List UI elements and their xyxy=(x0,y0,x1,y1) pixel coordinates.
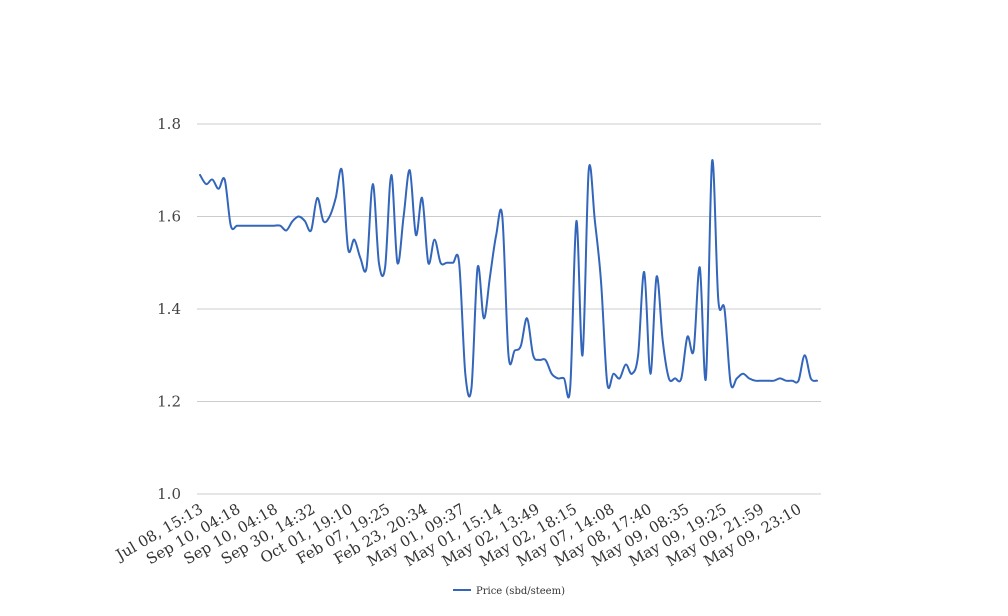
legend-label: Price (sbd/steem) xyxy=(476,586,565,597)
y-tick-label: 1.8 xyxy=(157,115,181,133)
legend: Price (sbd/steem) xyxy=(453,586,565,597)
y-tick-label: 1.0 xyxy=(157,485,181,503)
gridlines xyxy=(197,123,821,495)
series-line-price xyxy=(199,159,818,399)
y-axis-ticks: 1.0 1.2 1.4 1.6 1.8 xyxy=(157,115,181,503)
y-tick-label: 1.2 xyxy=(157,393,181,411)
y-tick-label: 1.6 xyxy=(157,208,181,226)
y-tick-label: 1.4 xyxy=(157,300,181,318)
